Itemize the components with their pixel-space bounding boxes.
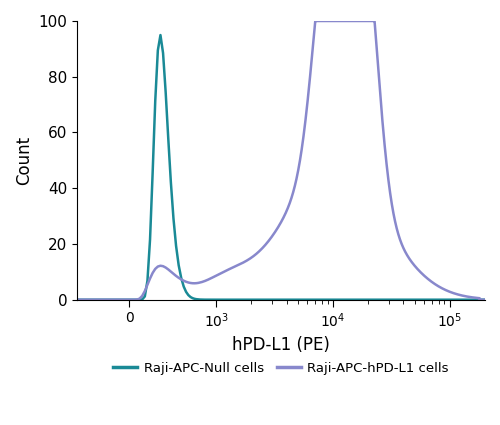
Y-axis label: Count: Count: [15, 136, 33, 185]
X-axis label: hPD-L1 (PE): hPD-L1 (PE): [232, 336, 330, 354]
Legend: Raji-APC-Null cells, Raji-APC-hPD-L1 cells: Raji-APC-Null cells, Raji-APC-hPD-L1 cel…: [108, 357, 454, 380]
